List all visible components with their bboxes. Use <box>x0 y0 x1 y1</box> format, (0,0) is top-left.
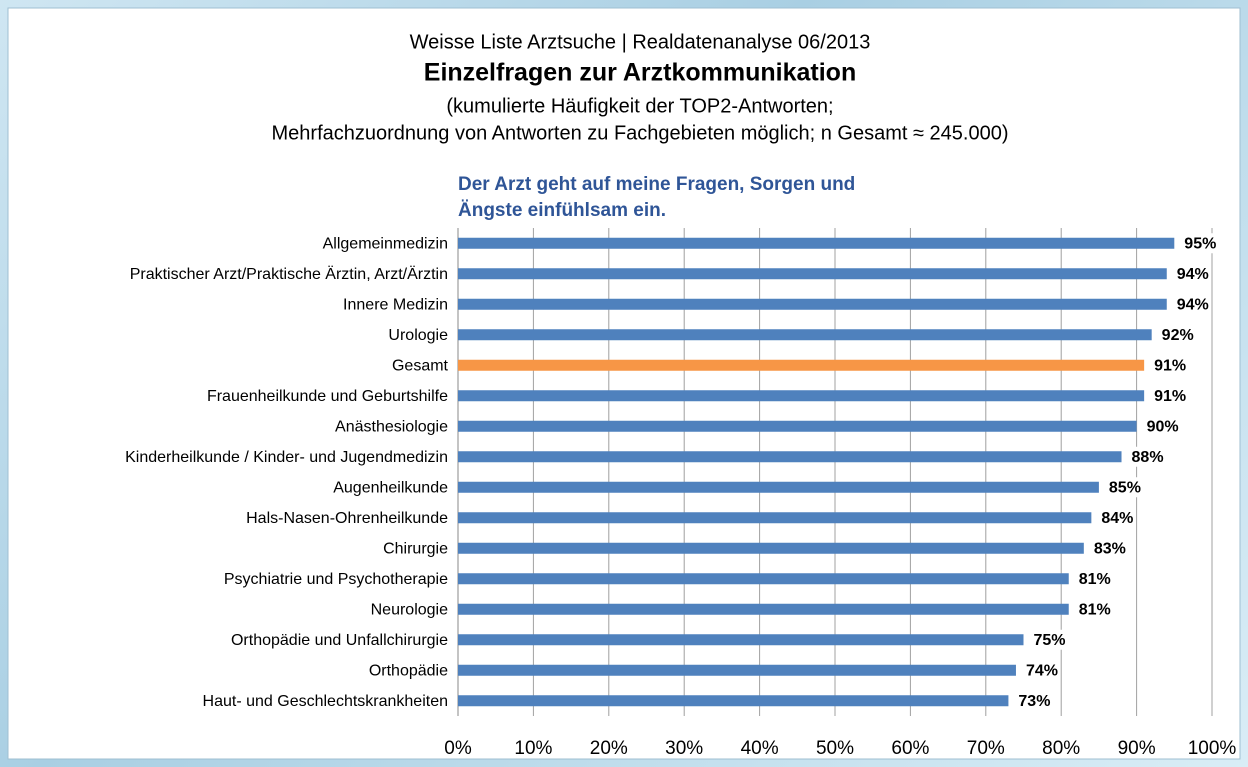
x-tick-label: 40% <box>741 738 779 759</box>
y-tick-label: Psychiatrie und Psychotherapie <box>224 571 448 588</box>
value-label: 91% <box>1154 357 1186 374</box>
x-tick-label: 10% <box>514 738 552 759</box>
y-tick-label: Frauenheilkunde und Geburtshilfe <box>207 388 448 405</box>
value-label: 84% <box>1101 510 1133 527</box>
value-label: 81% <box>1079 601 1111 618</box>
value-label: 95% <box>1184 235 1216 252</box>
bar <box>458 481 1099 493</box>
y-tick-label: Innere Medizin <box>343 296 448 313</box>
y-tick-label: Augenheilkunde <box>333 479 448 496</box>
value-label: 94% <box>1177 266 1209 283</box>
value-label-bg <box>1074 568 1113 589</box>
y-tick-label: Praktischer Arzt/Praktische Ärztin, Arzt… <box>130 265 448 283</box>
bar <box>458 268 1167 280</box>
x-tick-label: 30% <box>665 738 703 759</box>
value-label: 83% <box>1094 540 1126 557</box>
value-label-bg <box>1074 599 1113 620</box>
value-label-bg <box>1014 690 1053 711</box>
x-tick-label: 20% <box>590 738 628 759</box>
subtitle: (kumulierte Häufigkeit der TOP2-Antworte… <box>446 95 833 117</box>
value-label: 92% <box>1162 327 1194 344</box>
value-label-bg <box>1150 385 1189 406</box>
y-tick-label: Chirurgie <box>383 540 448 557</box>
subtitle: Mehrfachzuordnung von Antworten zu Fachg… <box>272 122 1009 144</box>
value-label-bg <box>1029 629 1068 650</box>
x-tick-label: 60% <box>891 738 929 759</box>
value-label-bg <box>1097 507 1136 528</box>
value-label-bg <box>1172 294 1211 315</box>
value-label-bg <box>1089 538 1128 559</box>
value-label-bg <box>1142 416 1181 437</box>
value-label: 90% <box>1147 418 1179 435</box>
y-tick-label: Orthopädie und Unfallchirurgie <box>231 632 448 649</box>
y-tick-label: Orthopädie <box>369 662 448 679</box>
value-label: 73% <box>1018 693 1050 710</box>
x-tick-label: 100% <box>1188 738 1237 759</box>
y-tick-label: Neurologie <box>371 601 448 618</box>
bar <box>458 329 1152 341</box>
bar <box>458 390 1145 402</box>
suptitle: Weisse Liste Arztsuche | Realdatenanalys… <box>410 31 871 53</box>
value-label: 94% <box>1177 296 1209 313</box>
bar <box>458 634 1024 646</box>
value-label: 81% <box>1079 571 1111 588</box>
value-label: 75% <box>1034 632 1066 649</box>
x-tick-label: 0% <box>444 738 472 759</box>
y-tick-label: Kinderheilkunde / Kinder- und Jugendmedi… <box>125 449 448 466</box>
x-tick-label: 90% <box>1118 738 1156 759</box>
x-tick-label: 50% <box>816 738 854 759</box>
bar <box>458 603 1069 615</box>
bar <box>458 695 1009 707</box>
bar <box>458 664 1016 676</box>
bar <box>458 359 1145 371</box>
x-tick-label: 80% <box>1042 738 1080 759</box>
bar <box>458 298 1167 310</box>
bar <box>458 512 1092 524</box>
bar <box>458 420 1137 432</box>
y-tick-label: Haut- und Geschlechtskrankheiten <box>203 693 448 710</box>
y-tick-label: Hals-Nasen-Ohrenheilkunde <box>246 510 448 527</box>
value-label-bg <box>1021 660 1060 681</box>
heading: Einzelfragen zur Arztkommunikation <box>424 59 856 87</box>
value-label-bg <box>1157 324 1196 345</box>
bar <box>458 573 1069 585</box>
y-tick-label: Urologie <box>388 327 448 344</box>
value-label: 74% <box>1026 662 1058 679</box>
y-tick-label: Allgemeinmedizin <box>323 235 448 252</box>
value-label-bg <box>1104 477 1143 498</box>
x-tick-label: 70% <box>967 738 1005 759</box>
value-label: 91% <box>1154 388 1186 405</box>
chart-title: Ängste einfühlsam ein. <box>458 200 666 221</box>
value-label-bg <box>1150 355 1189 376</box>
y-tick-label: Gesamt <box>392 357 449 374</box>
value-label: 85% <box>1109 479 1141 496</box>
bar <box>458 542 1084 554</box>
value-label: 88% <box>1132 449 1164 466</box>
value-label-bg <box>1172 263 1211 284</box>
y-tick-label: Anästhesiologie <box>335 418 448 435</box>
bar <box>458 237 1175 249</box>
value-label-bg <box>1127 446 1166 467</box>
value-label-bg <box>1180 233 1219 254</box>
chart-title: Der Arzt geht auf meine Fragen, Sorgen u… <box>458 174 855 195</box>
bar <box>458 451 1122 463</box>
